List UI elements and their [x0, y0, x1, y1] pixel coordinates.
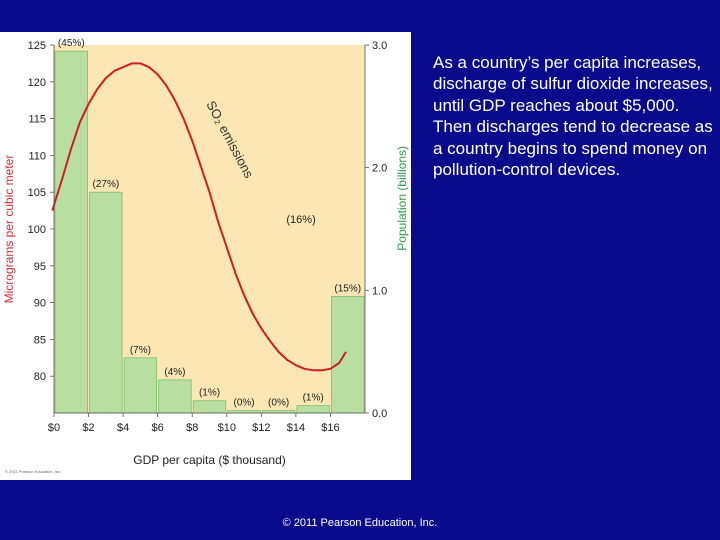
so2-emissions-curve [51, 62, 347, 372]
x-tick-label: $8 [186, 422, 198, 434]
figure-copyright: © 2011 Pearson Education, Inc. [5, 469, 62, 474]
right-tick-label: 2.0 [372, 163, 387, 175]
population-bar [331, 296, 365, 414]
x-tick-label: $10 [218, 422, 236, 434]
x-tick-label: $6 [152, 422, 164, 434]
left-tick-label: 100 [28, 224, 46, 236]
population-bar [296, 405, 330, 414]
so2-gdp-chart: 80 85 90 95 100 105 110 115 120 125 0.0 1.0 2.0 3.0 $0… [2, 38, 409, 467]
x-tick-label: $14 [287, 422, 305, 434]
bar-share-label: (1%) [303, 393, 324, 404]
x-tick-label: $4 [117, 422, 129, 434]
bar-share-label: (0%) [268, 398, 289, 409]
population-bar [123, 357, 158, 414]
bar-share-label: (27%) [92, 179, 119, 190]
bar-share-label: (1%) [199, 388, 220, 399]
right-tick-label: 1.0 [372, 285, 387, 297]
left-tick-label: 80 [34, 371, 46, 383]
x-tick-label: $16 [321, 422, 339, 434]
x-tick-label: $2 [82, 422, 94, 434]
caption-text: As a country’s per capita increases, dis… [433, 53, 713, 180]
left-tick-label: 95 [34, 261, 46, 273]
left-axis-title: Micrograms per cubic meter [2, 155, 16, 304]
population-bar [192, 400, 227, 414]
left-tick-label: 125 [28, 40, 46, 52]
figure-panel: 80 85 90 95 100 105 110 115 120 125 0.0 1.0 2.0 3.0 $0… [0, 32, 411, 480]
left-tick-label: 105 [28, 187, 46, 199]
copyright-footer: © 2011 Pearson Education, Inc. [282, 517, 438, 529]
right-tick-label: 0.0 [372, 408, 387, 420]
x-tick-label: $12 [252, 422, 270, 434]
population-bar [54, 50, 88, 414]
population-bar [158, 379, 192, 414]
bar-share-label: (4%) [164, 367, 185, 378]
left-tick-label: 85 [34, 334, 46, 346]
right-tick-label: 3.0 [372, 40, 387, 52]
left-tick-label: 110 [28, 150, 46, 162]
bar-share-label: (15%) [334, 283, 361, 294]
left-tick-label: 120 [28, 77, 46, 89]
left-tick-label: 90 [34, 298, 46, 310]
population-bar [89, 191, 123, 414]
bar-share-label: (45%) [58, 38, 85, 49]
bar-share-label: (7%) [130, 345, 151, 356]
annotation-label: (16%) [286, 214, 315, 226]
right-axis-title: Population (billions) [395, 146, 409, 251]
x-axis-title: GDP per capita ($ thousand) [133, 453, 286, 467]
x-tick-label: $0 [48, 422, 60, 434]
bar-share-label: (0%) [233, 398, 254, 409]
left-tick-label: 115 [28, 114, 46, 126]
